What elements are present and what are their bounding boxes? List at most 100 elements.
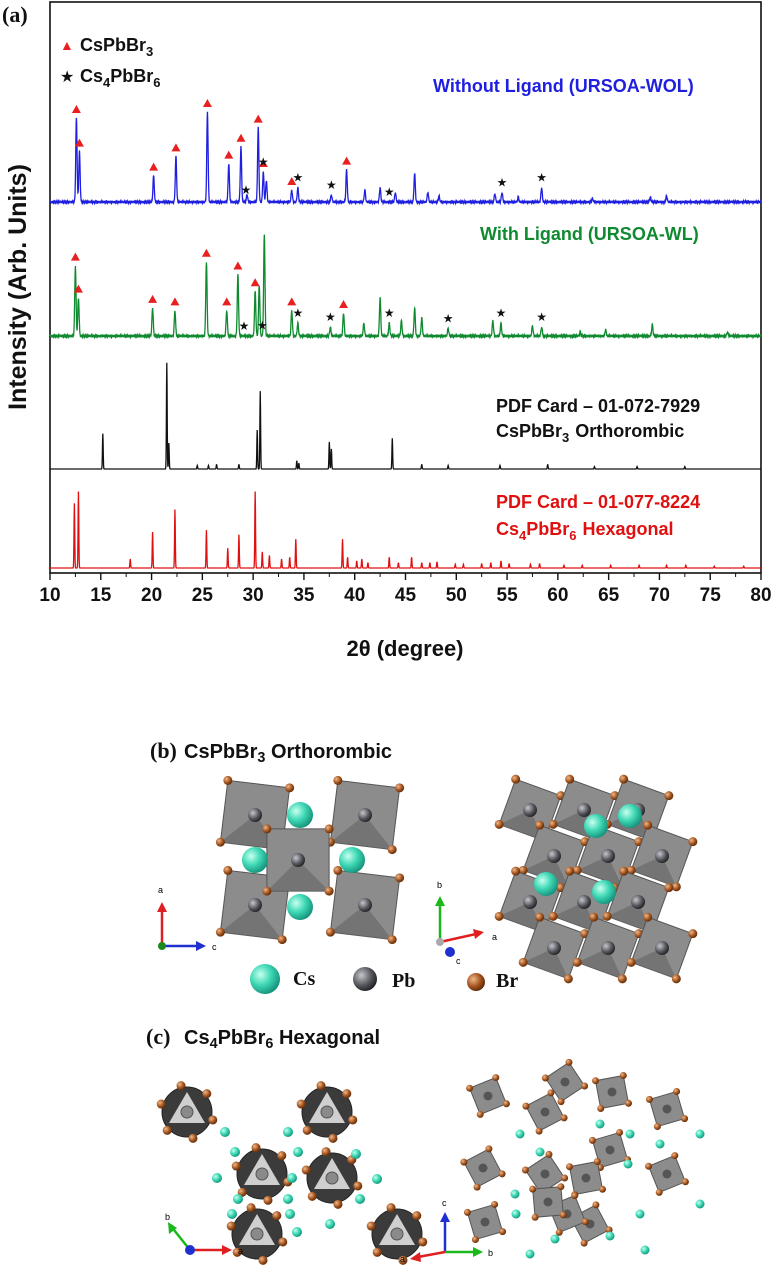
- br-atom: [522, 1102, 530, 1110]
- br-atom: [398, 1255, 408, 1265]
- br-atom: [671, 1152, 679, 1160]
- xrd-trace-1: [49, 234, 762, 340]
- cspbbr3-peak-marker: [74, 138, 84, 147]
- br-atom: [545, 1150, 553, 1158]
- cs-atom: [230, 1147, 240, 1157]
- cs-atom: [292, 1227, 302, 1237]
- pb-atom: [248, 898, 262, 912]
- br-atom: [251, 1143, 261, 1153]
- br-atom: [565, 1163, 573, 1171]
- cs-atom: [355, 1194, 365, 1204]
- x-tick-label: 50: [446, 585, 467, 606]
- cs-atom: [220, 1127, 230, 1137]
- cs4pbbr6-peak-marker: ★: [384, 306, 395, 320]
- pb-atom: [483, 1091, 493, 1101]
- legend-pb-label: Pb: [392, 970, 416, 992]
- x-tick-label: 35: [293, 585, 315, 606]
- br-atom: [563, 974, 573, 984]
- br-atom: [511, 866, 521, 876]
- br-atom: [386, 1203, 396, 1213]
- br-atom: [471, 1236, 479, 1244]
- atom-legend: [250, 964, 485, 994]
- cs4pbbr6-peak-marker: ★: [384, 185, 395, 199]
- svg-text:a: a: [400, 1254, 405, 1264]
- cs-atom: [534, 872, 558, 896]
- pb-atom: [540, 1169, 550, 1179]
- br-atom: [591, 1077, 599, 1085]
- series-label-pdf1-card: PDF Card – 01-072-7929: [496, 396, 700, 416]
- br-atom: [494, 911, 504, 921]
- br-atom: [617, 974, 627, 984]
- cs-atom: [511, 1209, 521, 1219]
- cs-atom: [285, 1209, 295, 1219]
- br-atom: [655, 1188, 663, 1196]
- br-atom: [395, 783, 405, 793]
- br-atom: [342, 1089, 352, 1099]
- x-tick-label: 25: [192, 585, 214, 606]
- pb-atom: [255, 1167, 269, 1181]
- br-atom: [571, 1192, 579, 1200]
- pb-atom: [655, 849, 669, 863]
- br-atom: [572, 957, 582, 967]
- br-atom: [592, 1201, 600, 1209]
- br-atom: [307, 1191, 317, 1201]
- br-atom: [353, 1181, 363, 1191]
- br-atom: [688, 837, 698, 847]
- pb-atom: [523, 803, 537, 817]
- br-atom: [541, 1074, 549, 1082]
- cs-atom: [655, 1139, 665, 1149]
- br-atom: [162, 1125, 172, 1135]
- pb-atom: [560, 1077, 570, 1087]
- cs-atom: [287, 802, 313, 828]
- cs-atom: [625, 1129, 635, 1139]
- x-tick-label: 75: [700, 585, 722, 606]
- br-atom: [664, 791, 674, 801]
- pb-atom: [543, 1197, 553, 1207]
- br-atom: [580, 1239, 588, 1247]
- pb-atom: [547, 941, 561, 955]
- br-atom: [277, 935, 287, 945]
- svg-text:b: b: [437, 880, 442, 890]
- pb-atom: [358, 898, 372, 912]
- pb-atom-icon: [353, 967, 377, 991]
- cspbbr3-peak-marker: [70, 252, 80, 261]
- pb-atom: [390, 1227, 404, 1241]
- cs-atom: [592, 880, 616, 904]
- cspbbr3-peak-marker: [287, 177, 297, 185]
- legend-cs-label: Cs: [293, 968, 316, 990]
- br-atom: [643, 912, 653, 922]
- pb-atom: [662, 1169, 672, 1179]
- axis-triad-b2: b a c: [435, 880, 497, 966]
- cspbbr3-peak-marker: [149, 162, 159, 171]
- axis-triad-c2: c b a: [400, 1198, 493, 1264]
- pb-atom: [291, 853, 305, 867]
- x-tick-label: 60: [547, 585, 568, 606]
- svg-text:c: c: [212, 942, 217, 952]
- br-atom: [581, 1082, 589, 1090]
- series-label-wol: Without Ligand (URSOA-WOL): [433, 76, 694, 96]
- series-label-pdf1-phase: CsPbBr3 Orthorombic: [496, 421, 684, 445]
- cs-atom: [372, 1174, 382, 1184]
- br-atom: [262, 824, 272, 834]
- cs4pbbr6-peak-marker: ★: [497, 175, 508, 189]
- br-atom: [226, 1221, 236, 1231]
- cspbbr3-structure: a c b a c: [157, 774, 698, 994]
- pb-atom: [577, 895, 591, 909]
- series-label-pdf2-card: PDF Card – 01-077-8224: [496, 492, 700, 512]
- br-atom: [671, 882, 681, 892]
- cs-atom: [640, 1245, 650, 1255]
- pb-atom: [523, 895, 537, 909]
- cs-atom: [584, 814, 608, 838]
- cs4pbbr6-peak-marker: ★: [536, 310, 547, 324]
- pb-atom: [358, 808, 372, 822]
- x-axis-label: 2θ (degree): [346, 636, 463, 661]
- br-atom: [285, 783, 295, 793]
- x-tick-label: 45: [395, 585, 417, 606]
- br-atom: [387, 935, 397, 945]
- cspbbr3-peak-marker: [253, 114, 263, 123]
- legend-star-icon: ★: [60, 69, 74, 86]
- br-atom: [333, 1199, 343, 1209]
- pb-atom: [607, 1087, 617, 1097]
- br-atom: [557, 1183, 565, 1191]
- cs4pbbr6-peak-marker: ★: [326, 178, 337, 192]
